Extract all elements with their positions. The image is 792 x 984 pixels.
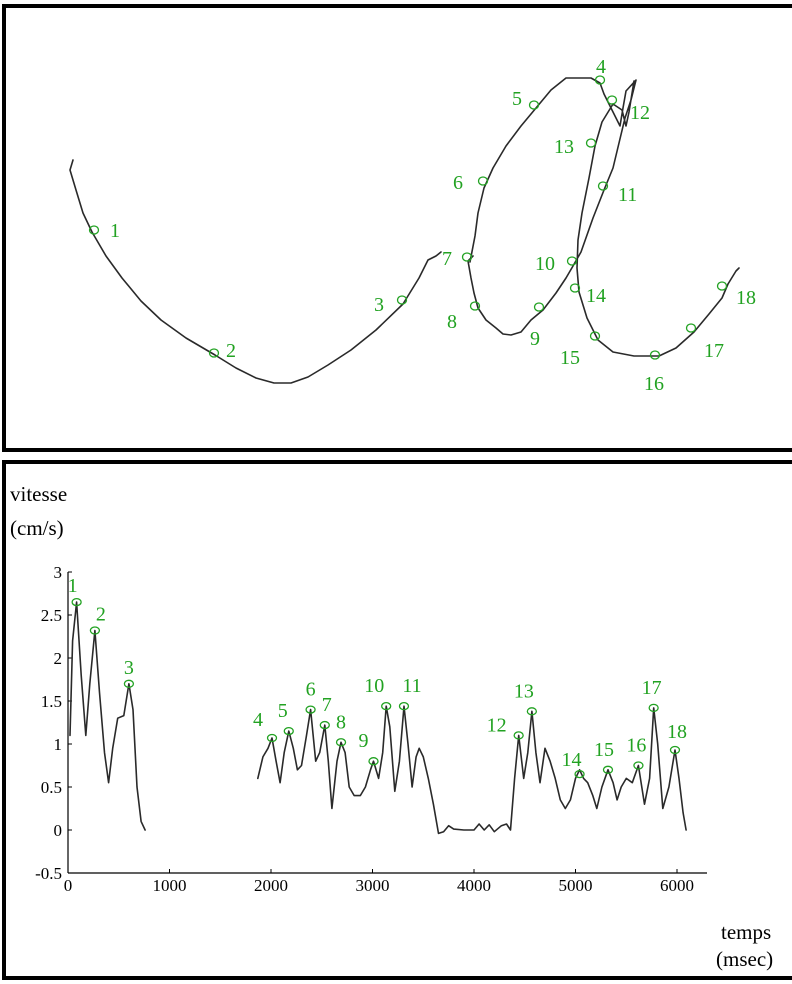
trajectory-point-label: 12 bbox=[630, 102, 650, 124]
peak-marker bbox=[335, 738, 347, 747]
y-tick-label: 3 bbox=[54, 563, 63, 582]
peak-marker bbox=[526, 707, 538, 716]
velocity-series-line bbox=[257, 705, 687, 835]
peak-marker bbox=[381, 702, 392, 711]
trajectory-point-marker bbox=[649, 350, 661, 360]
x-axis-label: temps bbox=[721, 920, 771, 944]
peak-marker bbox=[368, 757, 379, 766]
trajectory-point-label: 4 bbox=[596, 56, 606, 78]
peak-marker bbox=[283, 726, 294, 736]
velocity-chart: vitesse (cm/s) temps (msec) 3 2.5 2 1.5 1 0.5… bbox=[10, 482, 773, 971]
peak-label: 6 bbox=[306, 679, 316, 701]
x-tick-label: 1000 bbox=[153, 876, 187, 895]
peak-marker bbox=[266, 733, 278, 743]
x-axis-unit: (msec) bbox=[716, 947, 773, 971]
peak-label: 10 bbox=[364, 675, 384, 697]
trajectory-point-label: 14 bbox=[586, 285, 606, 307]
y-axis-label: vitesse bbox=[10, 482, 67, 506]
trajectory-point-label: 7 bbox=[442, 248, 452, 270]
peak-label: 14 bbox=[562, 749, 582, 771]
peak-marker bbox=[648, 703, 659, 713]
peak-label: 1 bbox=[68, 575, 78, 597]
trajectory-point-label: 11 bbox=[618, 184, 637, 206]
x-tick-label: 3000 bbox=[356, 876, 390, 895]
trajectory-point-label: 17 bbox=[704, 340, 724, 362]
velocity-series-line bbox=[69, 601, 146, 831]
peak-marker bbox=[513, 731, 524, 740]
peak-label: 11 bbox=[402, 675, 421, 697]
peak-label: 3 bbox=[124, 657, 134, 679]
peak-marker bbox=[71, 597, 82, 607]
y-axis-unit: (cm/s) bbox=[10, 516, 64, 540]
peak-label: 18 bbox=[667, 721, 687, 743]
trajectory-point-label: 15 bbox=[560, 347, 580, 369]
peak-marker bbox=[574, 769, 585, 779]
trajectory-point-marker bbox=[685, 323, 697, 333]
peak-label: 17 bbox=[642, 677, 662, 699]
peak-marker bbox=[398, 702, 410, 711]
peak-label: 9 bbox=[359, 730, 369, 752]
trajectory-point-marker bbox=[461, 252, 473, 262]
peak-label: 8 bbox=[336, 711, 346, 733]
peak-label: 12 bbox=[487, 714, 507, 736]
peak-label: 13 bbox=[514, 680, 534, 702]
peak-marker bbox=[319, 720, 330, 730]
peak-label: 5 bbox=[278, 700, 288, 722]
trajectory-point-label: 16 bbox=[644, 373, 664, 395]
x-tick-label: 2000 bbox=[254, 876, 288, 895]
y-tick-label: 0.5 bbox=[41, 778, 62, 797]
y-tick-label: 1.5 bbox=[41, 692, 62, 711]
trajectory-point-marker bbox=[569, 283, 581, 293]
trajectory-point-marker bbox=[469, 301, 481, 311]
trajectory-point-label: 8 bbox=[447, 311, 457, 333]
peak-marker bbox=[669, 745, 681, 755]
trajectory-point-marker bbox=[594, 75, 606, 85]
x-tick-label: 6000 bbox=[660, 876, 694, 895]
peak-label: 16 bbox=[626, 735, 646, 757]
peak-marker bbox=[305, 705, 316, 714]
peak-marker bbox=[89, 626, 101, 635]
y-tick-label: -0.5 bbox=[35, 864, 62, 883]
trajectory-point-label: 1 bbox=[110, 220, 120, 242]
trajectory-point-marker bbox=[716, 281, 728, 291]
trajectory-point-label: 3 bbox=[374, 294, 384, 316]
y-tick-label: 2.5 bbox=[41, 606, 62, 625]
y-tick-label: 2 bbox=[54, 649, 63, 668]
trajectory-point-label: 6 bbox=[453, 172, 463, 194]
peak-label: 15 bbox=[594, 739, 614, 761]
trajectory-point-marker bbox=[585, 138, 597, 148]
trajectory-point-label: 2 bbox=[226, 340, 236, 362]
peak-label: 4 bbox=[253, 709, 263, 731]
peak-marker bbox=[123, 679, 135, 688]
peak-marker bbox=[602, 765, 614, 774]
trajectory-point-label: 5 bbox=[512, 88, 522, 110]
x-tick-label: 5000 bbox=[559, 876, 593, 895]
y-tick-label: 0 bbox=[54, 821, 63, 840]
y-tick-label: 1 bbox=[54, 735, 63, 754]
trajectory-point-label: 18 bbox=[736, 287, 756, 309]
trajectory-point-marker bbox=[533, 302, 545, 312]
peak-label: 7 bbox=[322, 694, 332, 716]
trajectory-point-marker bbox=[566, 256, 578, 266]
trajectory-point-marker bbox=[589, 331, 601, 341]
x-tick-label: 4000 bbox=[457, 876, 491, 895]
trajectory-point-label: 10 bbox=[535, 253, 555, 275]
trajectory-point-marker bbox=[528, 100, 540, 110]
trajectory-point-marker bbox=[88, 225, 100, 235]
trajectory-point-marker bbox=[606, 95, 618, 105]
trajectory-point-label: 9 bbox=[530, 328, 540, 350]
trajectory-point-marker bbox=[597, 181, 609, 191]
peak-marker bbox=[633, 761, 644, 770]
handwriting-trace bbox=[69, 77, 740, 384]
trajectory-point-label: 13 bbox=[554, 136, 574, 158]
x-tick-label: 0 bbox=[64, 876, 73, 895]
trajectory-point-marker bbox=[208, 348, 220, 358]
handwriting-panel: 1 2 3 4 5 6 7 8 9 10 11 12 13 14 15 16 17 18 bbox=[2, 4, 792, 452]
velocity-chart-panel: vitesse (cm/s) temps (msec) 3 2.5 2 1.5 1 0.5… bbox=[2, 460, 792, 980]
peak-label: 2 bbox=[96, 603, 106, 625]
trajectory-point-marker bbox=[477, 176, 489, 186]
trajectory-point-marker bbox=[396, 295, 408, 305]
